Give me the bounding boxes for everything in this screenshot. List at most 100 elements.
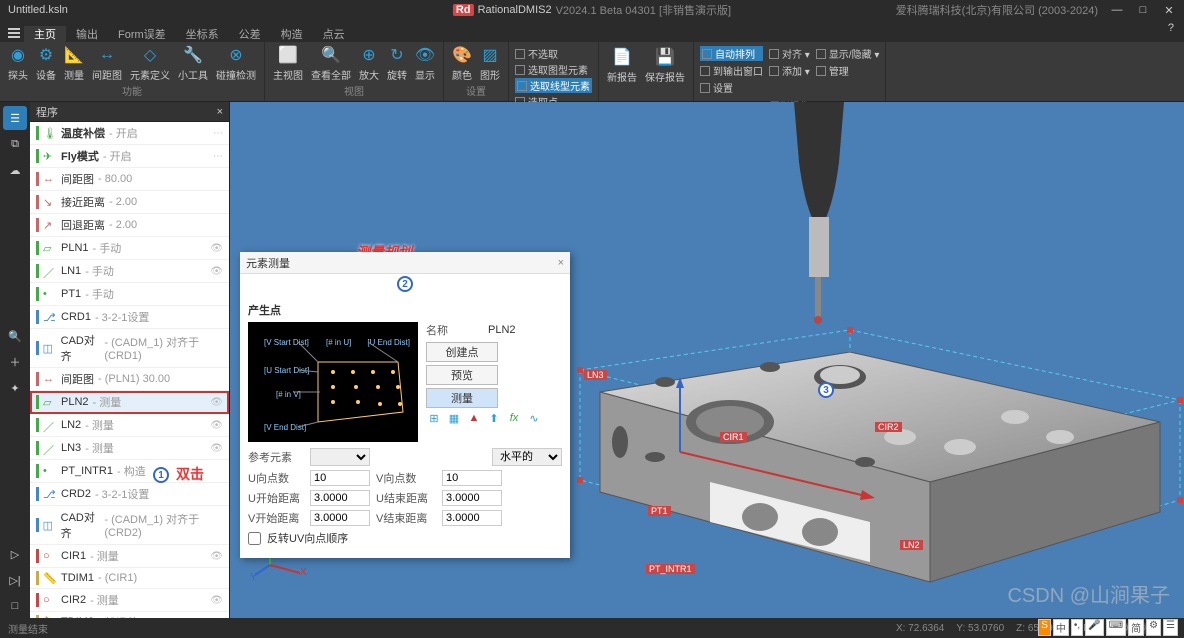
v-end-input[interactable] xyxy=(442,510,502,526)
ribbon-rg1-6[interactable]: ⊗碰撞检测 xyxy=(212,45,260,82)
tree-item-18[interactable]: 📏TDIM1- (CIR1) xyxy=(30,568,229,589)
ribbon-rg1-0[interactable]: ◉探头 xyxy=(4,45,32,82)
dialog-header[interactable]: 元素测量 × xyxy=(240,252,570,274)
u-start-input[interactable] xyxy=(310,490,370,506)
ribbon: ◉探头⚙设备📐测量↔间距图◇元素定义🔧小工具⊗碰撞检测功能 ⬜主视图🔍查看全部⊕… xyxy=(0,42,1184,102)
tree-item-19[interactable]: ○CIR2- 测量👁 xyxy=(30,589,229,612)
tb-icon-5[interactable]: fx xyxy=(506,412,522,428)
ribbon-rg2-2[interactable]: ⊕放大 xyxy=(355,45,383,82)
tree-item-12[interactable]: ／LN2- 测量👁 xyxy=(30,414,229,437)
panel-close-icon[interactable]: × xyxy=(217,106,223,118)
tree-item-2[interactable]: ↔间距图- 80.00 xyxy=(30,168,229,191)
tree-item-5[interactable]: ▱PLN1- 手动👁 xyxy=(30,237,229,260)
tb-icon-3[interactable]: ▲ xyxy=(466,412,482,428)
label-ln3: LN3 xyxy=(584,370,607,380)
panel-header: 程序 × xyxy=(30,102,229,122)
tree-item-4[interactable]: ↗回退距离- 2.00 xyxy=(30,214,229,237)
tree-item-17[interactable]: ○CIR1- 测量👁 xyxy=(30,545,229,568)
horiz-select[interactable]: 水平的 xyxy=(492,448,562,466)
u-end-input[interactable] xyxy=(442,490,502,506)
tree-item-10[interactable]: ↔间距图- (PLN1) 30.00 xyxy=(30,368,229,391)
hamburger-menu[interactable] xyxy=(4,24,24,42)
maximize-button[interactable]: □ xyxy=(1136,4,1150,16)
tree-item-0[interactable]: 🌡温度补偿- 开启⋯ xyxy=(30,122,229,145)
dialog-toolbar: ⊞▦ ▲⬆ fx∿ xyxy=(426,412,562,428)
tb-icon-2[interactable]: ▦ xyxy=(446,412,462,428)
measure-button[interactable]: 测量 xyxy=(426,388,498,408)
rep-row-0[interactable]: 自动排列 xyxy=(700,46,763,61)
label-cir1: CIR1 xyxy=(720,432,747,442)
ribbon-rg2-1[interactable]: 🔍查看全部 xyxy=(307,45,355,82)
rail-search-icon[interactable]: 🔍 xyxy=(3,324,27,348)
tree-item-7[interactable]: •PT1- 手动 xyxy=(30,283,229,306)
ribbon-rg5-0[interactable]: 📄新报告 xyxy=(603,47,641,84)
sel-row-0[interactable]: 不选取 xyxy=(515,46,592,61)
part-graphic xyxy=(570,322,1184,602)
svg-text:Y: Y xyxy=(250,572,257,583)
ref-select[interactable] xyxy=(310,448,370,466)
rail-cross-icon[interactable]: ✦ xyxy=(3,376,27,400)
tree-item-1[interactable]: ✈Fly模式- 开启⋯ xyxy=(30,145,229,168)
program-tree[interactable]: 🌡温度补偿- 开启⋯✈Fly模式- 开启⋯↔间距图- 80.00↘接近距离- 2… xyxy=(30,122,229,618)
ribbon-rg1-4[interactable]: ◇元素定义 xyxy=(126,45,174,82)
tree-item-20[interactable]: 📏TDIM2- (CIR2) xyxy=(30,612,229,618)
reverse-checkbox[interactable] xyxy=(248,532,261,545)
tree-item-9[interactable]: ◫CAD对齐- (CADM_1) 对齐于 (CRD1) xyxy=(30,329,229,368)
callout-3: 3 xyxy=(818,382,834,398)
u-count-input[interactable] xyxy=(310,470,370,486)
tree-item-8[interactable]: ⎇CRD1- 3-2-1设置 xyxy=(30,306,229,329)
dialog-preview: [V Start Dist] [# in U] [U End Dist] [U … xyxy=(248,322,418,442)
create-points-button[interactable]: 创建点 xyxy=(426,342,498,362)
help-icon[interactable]: ? xyxy=(1168,22,1174,34)
rail-step-icon[interactable]: ▷| xyxy=(3,568,27,592)
rep-row-2[interactable]: 显示/隐藏 ▾ xyxy=(816,46,880,61)
tree-item-3[interactable]: ↘接近距离- 2.00 xyxy=(30,191,229,214)
rail-add-icon[interactable]: ＋ xyxy=(3,350,27,374)
ribbon-rg3-1[interactable]: ▨图形 xyxy=(476,45,504,82)
label-ptintr1: PT_INTR1 xyxy=(646,564,695,574)
ribbon-rg1-5[interactable]: 🔧小工具 xyxy=(174,45,212,82)
tree-item-6[interactable]: ／LN1- 手动👁 xyxy=(30,260,229,283)
rep-row-4[interactable]: 添加 ▾ xyxy=(769,63,810,78)
tree-item-11[interactable]: ▱PLN2- 测量👁 xyxy=(30,391,229,414)
minimize-button[interactable]: — xyxy=(1110,4,1124,16)
status-msg: 测量结束 xyxy=(8,621,48,636)
label-cir2: CIR2 xyxy=(875,422,902,432)
sel-row-2[interactable]: 选取线型元素 xyxy=(515,78,592,93)
tb-icon-6[interactable]: ∿ xyxy=(526,412,542,428)
file-name: Untitled.ksln xyxy=(8,4,68,16)
ribbon-rg1-1[interactable]: ⚙设备 xyxy=(32,45,60,82)
close-button[interactable]: ✕ xyxy=(1162,4,1176,17)
preview-button[interactable]: 预览 xyxy=(426,365,498,385)
rail-cloud-icon[interactable]: ☁ xyxy=(3,158,27,182)
ribbon-rg3-0[interactable]: 🎨颜色 xyxy=(448,45,476,82)
rail-list-icon[interactable]: ☰ xyxy=(3,106,27,130)
tb-icon-4[interactable]: ⬆ xyxy=(486,412,502,428)
label-ln2: LN2 xyxy=(900,540,923,550)
rep-row-6[interactable]: 设置 xyxy=(700,80,763,95)
callout-1: 1 xyxy=(153,467,169,483)
ribbon-rg1-2[interactable]: 📐测量 xyxy=(60,45,88,82)
rail-play-icon[interactable]: ▷ xyxy=(3,542,27,566)
ribbon-rg2-3[interactable]: ↻旋转 xyxy=(383,45,411,82)
tree-item-13[interactable]: ／LN3- 测量👁 xyxy=(30,437,229,460)
dialog-close-icon[interactable]: × xyxy=(558,257,564,269)
tb-icon-1[interactable]: ⊞ xyxy=(426,412,442,428)
ime-bar: S中•,🎤⌨简⚙☰ xyxy=(1038,619,1178,636)
callout-2: 2 xyxy=(397,276,413,292)
rep-row-5[interactable]: 管理 xyxy=(816,63,880,78)
ribbon-rg2-0[interactable]: ⬜主视图 xyxy=(269,45,307,82)
ribbon-rg5-1[interactable]: 💾保存报告 xyxy=(641,47,689,84)
tree-item-16[interactable]: ◫CAD对齐- (CADM_1) 对齐于 (CRD2) xyxy=(30,506,229,545)
ribbon-rg2-4[interactable]: 👁显示 xyxy=(411,45,439,82)
v-count-input[interactable] xyxy=(442,470,502,486)
sel-row-1[interactable]: 选取图型元素 xyxy=(515,62,592,77)
ribbon-rg1-3[interactable]: ↔间距图 xyxy=(88,45,126,82)
v-start-input[interactable] xyxy=(310,510,370,526)
program-panel: 程序 × 🌡温度补偿- 开启⋯✈Fly模式- 开启⋯↔间距图- 80.00↘接近… xyxy=(30,102,230,618)
rail-tree-icon[interactable]: ⧉ xyxy=(3,132,27,156)
tree-item-15[interactable]: ⎇CRD2- 3-2-1设置 xyxy=(30,483,229,506)
rep-row-3[interactable]: 到输出窗口 xyxy=(700,63,763,78)
rep-row-1[interactable]: 对齐 ▾ xyxy=(769,46,810,61)
rail-stop-icon[interactable]: □ xyxy=(3,594,27,618)
